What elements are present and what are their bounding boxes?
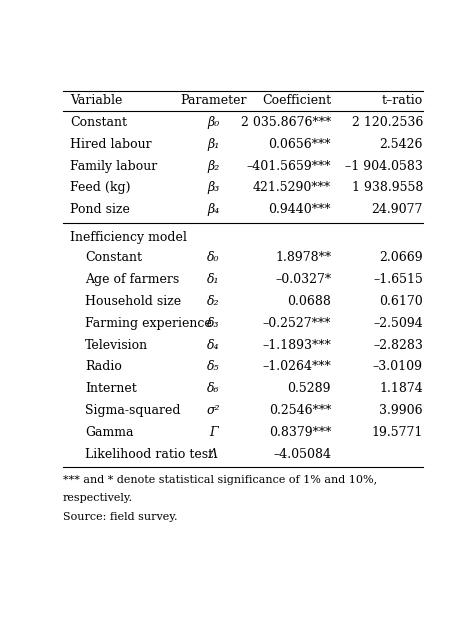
Text: Likelihood ratio test: Likelihood ratio test xyxy=(85,448,213,460)
Text: –1.6515: –1.6515 xyxy=(373,273,423,286)
Text: Variable: Variable xyxy=(70,93,123,107)
Text: Television: Television xyxy=(85,339,148,352)
Text: Family labour: Family labour xyxy=(70,160,157,173)
Text: –0.0327*: –0.0327* xyxy=(275,273,331,286)
Text: Feed (kg): Feed (kg) xyxy=(70,182,131,194)
Text: t–ratio: t–ratio xyxy=(382,93,423,107)
Text: Age of farmers: Age of farmers xyxy=(85,273,179,286)
Text: δ₁: δ₁ xyxy=(207,273,220,286)
Text: Sigma-squared: Sigma-squared xyxy=(85,404,181,417)
Text: 2 035.8676***: 2 035.8676*** xyxy=(241,116,331,129)
Text: δ₅: δ₅ xyxy=(207,361,220,374)
Text: 421.5290***: 421.5290*** xyxy=(253,182,331,194)
Text: Constant: Constant xyxy=(70,116,128,129)
Text: Parameter: Parameter xyxy=(180,93,247,107)
Text: Household size: Household size xyxy=(85,295,181,308)
Text: δ₂: δ₂ xyxy=(207,295,220,308)
Text: 19.5771: 19.5771 xyxy=(372,426,423,439)
Text: β₄: β₄ xyxy=(208,204,219,216)
Text: –0.2527***: –0.2527*** xyxy=(263,317,331,330)
Text: δ₄: δ₄ xyxy=(207,339,220,352)
Text: –401.5659***: –401.5659*** xyxy=(246,160,331,173)
Text: 1.1874: 1.1874 xyxy=(379,382,423,395)
Text: –1.1893***: –1.1893*** xyxy=(262,339,331,352)
Text: respectively.: respectively. xyxy=(63,493,133,504)
Text: 3.9906: 3.9906 xyxy=(379,404,423,417)
Text: 0.0688: 0.0688 xyxy=(287,295,331,308)
Text: 0.8379***: 0.8379*** xyxy=(269,426,331,439)
Text: Γ: Γ xyxy=(209,426,218,439)
Text: 2.0669: 2.0669 xyxy=(379,251,423,264)
Text: 0.5289: 0.5289 xyxy=(288,382,331,395)
Text: Λ: Λ xyxy=(209,448,218,460)
Text: Radio: Radio xyxy=(85,361,122,374)
Text: 2.5426: 2.5426 xyxy=(379,138,423,151)
Text: Internet: Internet xyxy=(85,382,137,395)
Text: 1 938.9558: 1 938.9558 xyxy=(352,182,423,194)
Text: 0.2546***: 0.2546*** xyxy=(269,404,331,417)
Text: –1 904.0583: –1 904.0583 xyxy=(345,160,423,173)
Text: –2.8283: –2.8283 xyxy=(373,339,423,352)
Text: 24.9077: 24.9077 xyxy=(372,204,423,216)
Text: 1.8978**: 1.8978** xyxy=(275,251,331,264)
Text: β₀: β₀ xyxy=(208,116,219,129)
Text: –2.5094: –2.5094 xyxy=(373,317,423,330)
Text: σ²: σ² xyxy=(207,404,220,417)
Text: –3.0109: –3.0109 xyxy=(373,361,423,374)
Text: Source: field survey.: Source: field survey. xyxy=(63,513,177,522)
Text: –1.0264***: –1.0264*** xyxy=(262,361,331,374)
Text: Gamma: Gamma xyxy=(85,426,134,439)
Text: β₁: β₁ xyxy=(208,138,219,151)
Text: β₂: β₂ xyxy=(208,160,219,173)
Text: δ₆: δ₆ xyxy=(207,382,220,395)
Text: β₃: β₃ xyxy=(208,182,219,194)
Text: Hired labour: Hired labour xyxy=(70,138,152,151)
Text: 0.9440***: 0.9440*** xyxy=(269,204,331,216)
Text: 0.6170: 0.6170 xyxy=(379,295,423,308)
Text: Coefficient: Coefficient xyxy=(262,93,331,107)
Text: δ₀: δ₀ xyxy=(207,251,220,264)
Text: *** and * denote statistical significance of 1% and 10%,: *** and * denote statistical significanc… xyxy=(63,475,377,485)
Text: 0.0656***: 0.0656*** xyxy=(269,138,331,151)
Text: δ₃: δ₃ xyxy=(207,317,220,330)
Text: Constant: Constant xyxy=(85,251,142,264)
Text: –4.05084: –4.05084 xyxy=(273,448,331,460)
Text: 2 120.2536: 2 120.2536 xyxy=(352,116,423,129)
Text: Farming experience: Farming experience xyxy=(85,317,212,330)
Text: Pond size: Pond size xyxy=(70,204,130,216)
Text: Inefficiency model: Inefficiency model xyxy=(70,231,187,243)
